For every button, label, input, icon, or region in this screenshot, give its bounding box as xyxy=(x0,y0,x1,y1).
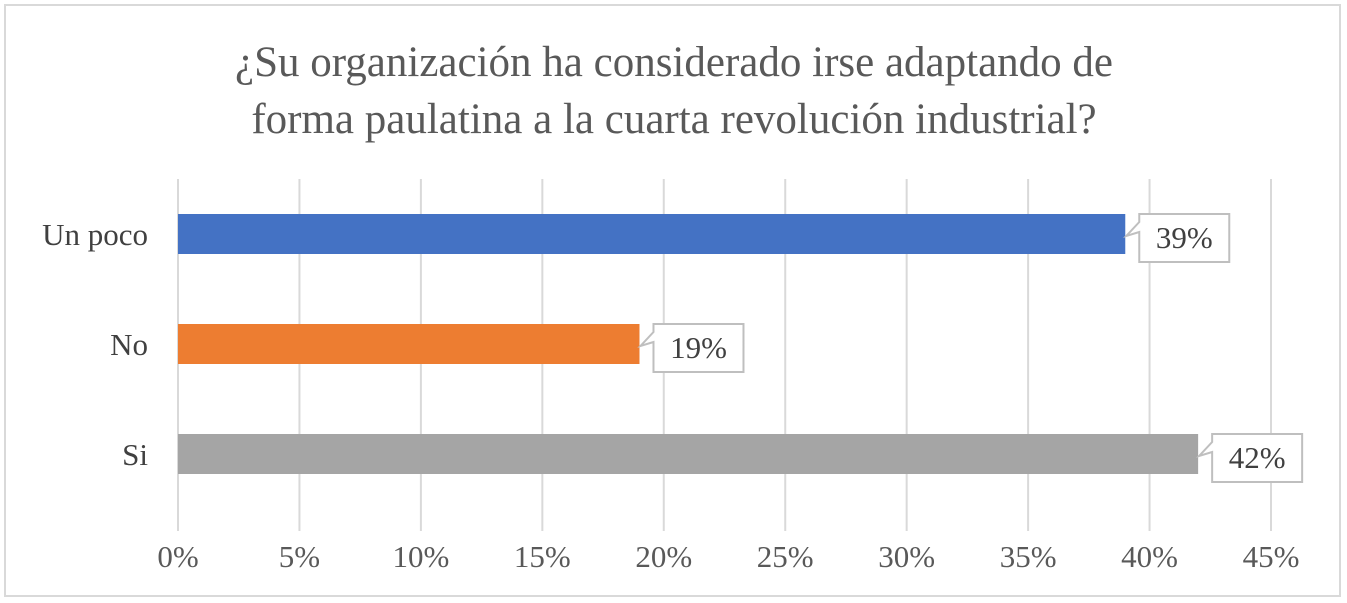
chart-title-line-2: forma paulatina a la cuarta revolución i… xyxy=(251,96,1096,143)
x-tick-label: 30% xyxy=(878,539,935,574)
bars xyxy=(178,214,1199,474)
bar xyxy=(178,324,640,364)
data-label-callout xyxy=(1122,213,1231,263)
category-axis: Un poco No Si xyxy=(42,217,148,472)
x-tick-label: 10% xyxy=(392,539,449,574)
chart-title-line-1: ¿Su organización ha considerado irse ada… xyxy=(235,39,1113,86)
bar xyxy=(178,214,1126,254)
category-label: No xyxy=(110,327,148,362)
category-label: Si xyxy=(122,437,148,472)
x-tick-label: 20% xyxy=(635,539,692,574)
x-tick-label: 35% xyxy=(1000,539,1057,574)
category-label: Un poco xyxy=(42,217,148,252)
x-tick-label: 15% xyxy=(514,539,571,574)
data-label: 19% xyxy=(670,330,727,365)
x-tick-label: 45% xyxy=(1243,539,1300,574)
data-label-callout xyxy=(637,323,745,373)
x-tick-label: 0% xyxy=(157,539,198,574)
data-label: 42% xyxy=(1229,440,1286,475)
x-tick-label: 25% xyxy=(757,539,814,574)
x-tick-label: 5% xyxy=(279,539,320,574)
bar-chart: ¿Su organización ha considerado irse ada… xyxy=(42,39,1304,574)
x-tick-label: 40% xyxy=(1121,539,1178,574)
data-labels: 39% 19% 42% xyxy=(637,213,1304,483)
value-axis: 0% 5% 10% 15% 20% 25% 30% 35% 40% 45% xyxy=(157,539,1299,574)
data-label: 39% xyxy=(1156,220,1213,255)
data-label-callout xyxy=(1195,433,1304,483)
bar xyxy=(178,434,1199,474)
chart-frame: ¿Su organización ha considerado irse ada… xyxy=(4,4,1341,597)
